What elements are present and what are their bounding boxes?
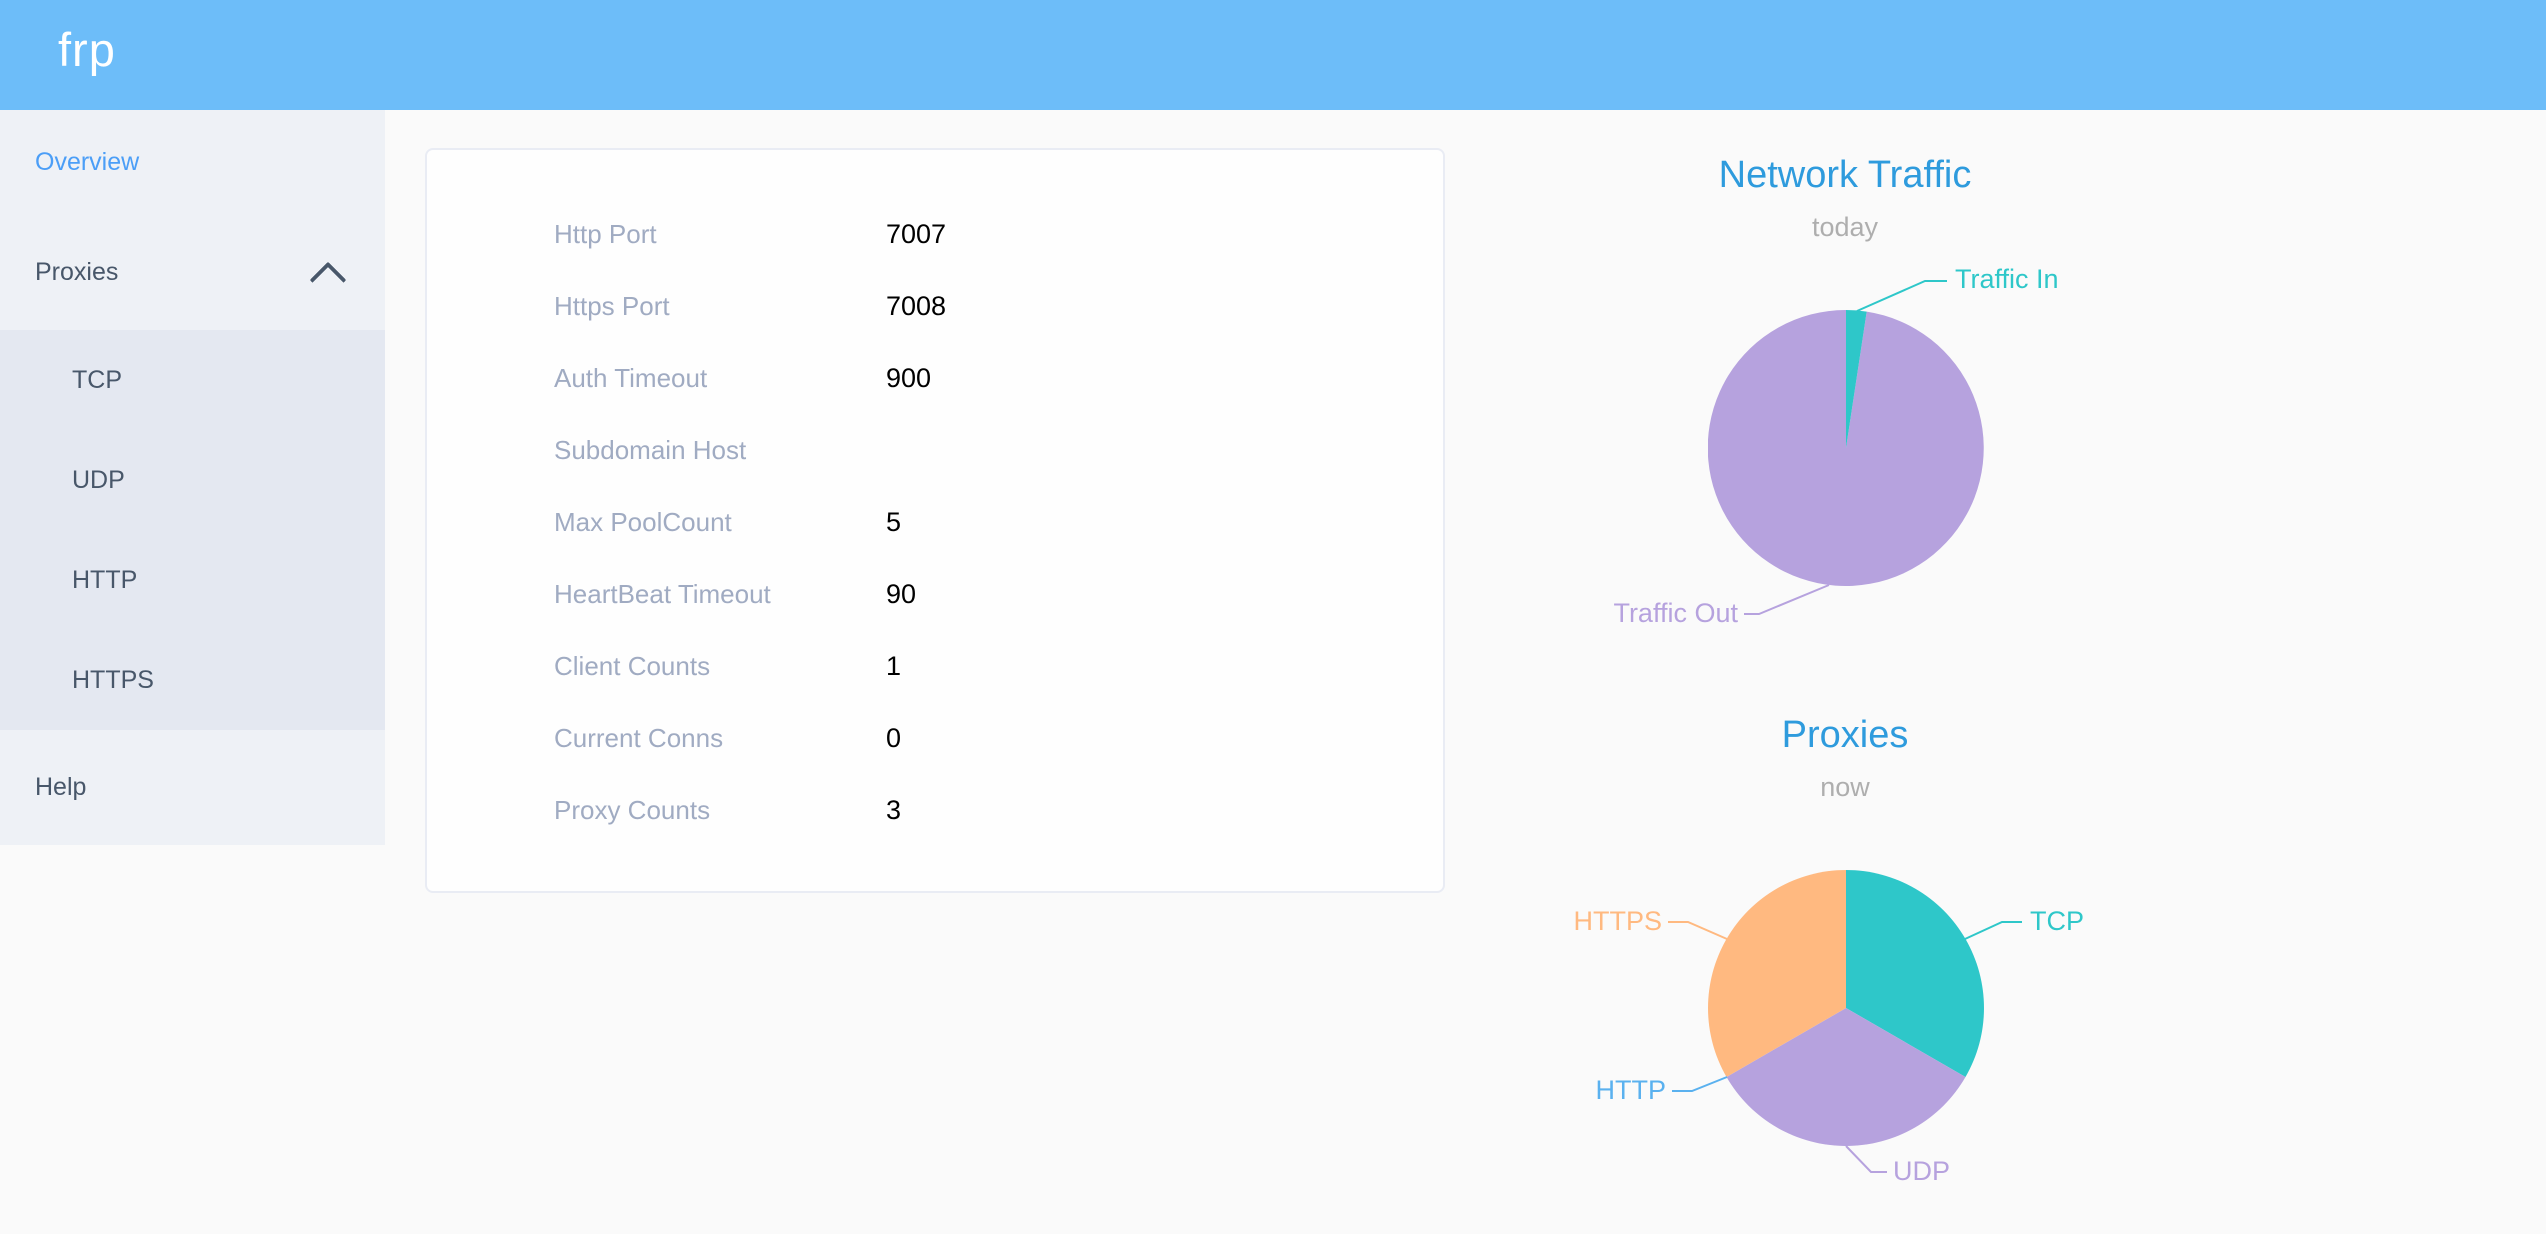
- pie-slice-udp: [1726, 1008, 1966, 1146]
- sidebar-item-label: Help: [35, 773, 87, 801]
- config-value: 0: [886, 722, 902, 753]
- chart-subtitle: today: [1811, 212, 1879, 242]
- pie-label-traffic-in: Traffic In: [1955, 264, 2059, 294]
- config-label: Max PoolCount: [554, 506, 732, 537]
- pie-slice-tcp: [1846, 870, 1984, 1077]
- config-value: 90: [886, 578, 917, 609]
- config-label: Subdomain Host: [554, 434, 747, 465]
- proxies-pie: [1708, 870, 1984, 1146]
- sidebar-item-label: HTTPS: [72, 665, 154, 694]
- sidebar-item-tcp[interactable]: TCP: [0, 330, 385, 430]
- config-value: 5: [886, 506, 902, 537]
- labelline-traffic-in: [1856, 280, 1947, 312]
- labelline-udp: [1845, 1145, 1887, 1173]
- config-row-auth-timeout: Auth Timeout 900: [554, 342, 1443, 414]
- config-value: 3: [886, 794, 902, 825]
- pie-label-https: HTTPS: [1573, 906, 1662, 936]
- chart-title: Proxies: [1781, 714, 1909, 756]
- app-logo: frp: [58, 23, 116, 76]
- pie-slice-traffic-in: [1846, 310, 1867, 448]
- sidebar-item-udp[interactable]: UDP: [0, 430, 385, 530]
- config-row-current-conns: Current Conns 0: [554, 702, 1443, 774]
- sidebar-item-label: HTTP: [72, 565, 138, 594]
- config-row-client-counts: Client Counts 1: [554, 630, 1443, 702]
- proxies-chart: Proxies now TCP UDP HTTP HTTPS: [1495, 700, 2195, 1234]
- chart-subtitle: now: [1820, 772, 1870, 802]
- config-label: Current Conns: [554, 722, 724, 753]
- config-label: Https Port: [554, 290, 670, 321]
- config-label: Proxy Counts: [554, 794, 711, 825]
- pie-label-http: HTTP: [1595, 1075, 1667, 1105]
- pie-slice-https: [1708, 870, 1846, 1077]
- config-row-http-port: Http Port 7007: [554, 198, 1443, 270]
- app-header: frp: [0, 0, 2546, 110]
- config-label: Client Counts: [554, 650, 711, 681]
- config-value: 7007: [886, 218, 947, 249]
- pie-label-tcp: TCP: [2030, 906, 2084, 936]
- config-value: 900: [886, 362, 932, 393]
- labelline-traffic-out: [1744, 584, 1830, 615]
- pie-label-udp: UDP: [1893, 1156, 1951, 1186]
- config-row-max-poolcount: Max PoolCount 5: [554, 486, 1443, 558]
- config-label: Http Port: [554, 218, 657, 249]
- sidebar-item-https[interactable]: HTTPS: [0, 630, 385, 730]
- config-value: 1: [886, 650, 902, 681]
- network-traffic-pie: [1708, 310, 1984, 586]
- network-traffic-chart: Network Traffic today Traffic In Traffic…: [1495, 140, 2195, 660]
- chevron-up-icon: [309, 261, 347, 298]
- config-row-heartbeat-timeout: HeartBeat Timeout 90: [554, 558, 1443, 630]
- server-config-card: Http Port 7007 Https Port 7008 Auth Time…: [425, 148, 1445, 893]
- chart-title: Network Traffic: [1718, 154, 1972, 196]
- config-label: HeartBeat Timeout: [554, 578, 771, 609]
- sidebar-item-overview[interactable]: Overview: [0, 110, 385, 215]
- sidebar-item-label: Overview: [35, 148, 140, 176]
- sidebar-item-proxies[interactable]: Proxies: [0, 215, 385, 330]
- config-row-subdomain-host: Subdomain Host: [554, 414, 1443, 486]
- config-row-proxy-counts: Proxy Counts 3: [554, 774, 1443, 846]
- sidebar-item-label: UDP: [72, 465, 125, 494]
- config-label: Auth Timeout: [554, 362, 708, 393]
- sidebar-item-help[interactable]: Help: [0, 730, 385, 845]
- sidebar-item-label: TCP: [72, 365, 122, 394]
- sidebar: Overview Proxies TCP UDP HTTP HTTPS Help: [0, 110, 385, 845]
- proxies-submenu: TCP UDP HTTP HTTPS: [0, 330, 385, 730]
- config-value: 7008: [886, 290, 947, 321]
- pie-slice-traffic-out: [1708, 310, 1984, 586]
- sidebar-item-http[interactable]: HTTP: [0, 530, 385, 630]
- config-row-https-port: Https Port 7008: [554, 270, 1443, 342]
- pie-label-traffic-out: Traffic Out: [1613, 598, 1738, 628]
- sidebar-item-label: Proxies: [35, 258, 119, 286]
